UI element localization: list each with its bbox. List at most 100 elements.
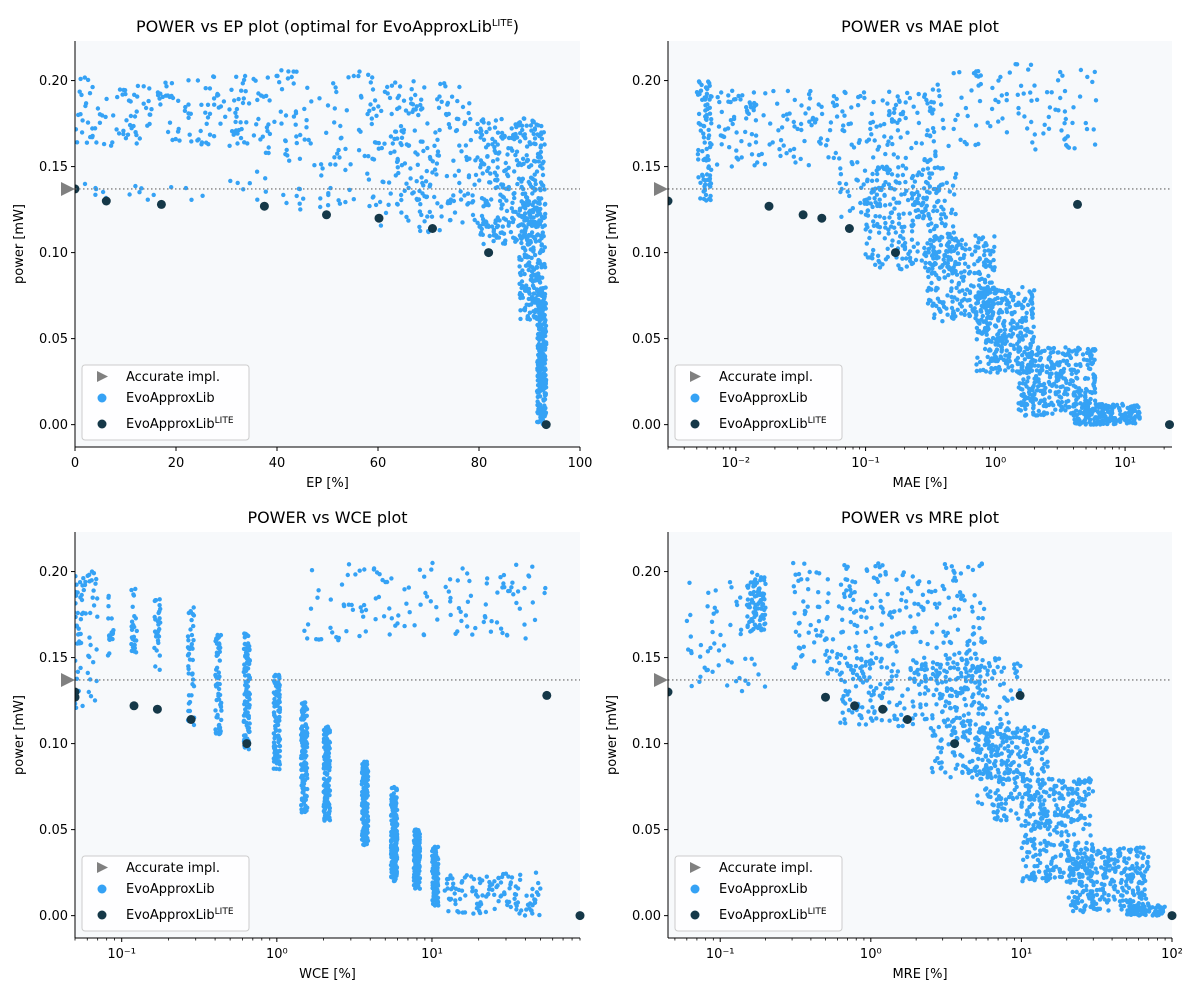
evo-point <box>350 607 356 612</box>
evo-point <box>497 218 502 223</box>
evo-point <box>992 244 997 250</box>
evo-point <box>438 81 443 87</box>
evo-point <box>256 91 261 96</box>
evo-point <box>1056 350 1061 355</box>
evo-point <box>925 241 930 246</box>
evo-point <box>893 179 898 184</box>
evo-point <box>959 304 964 309</box>
evo-point <box>931 238 936 243</box>
evo-point <box>413 871 419 877</box>
evo-point <box>995 339 1000 344</box>
evo-point <box>996 78 1001 83</box>
evo-point <box>539 123 544 129</box>
evo-point <box>1064 358 1070 364</box>
evo-point <box>514 149 520 154</box>
evo-point <box>97 112 103 117</box>
evo-point <box>477 876 482 881</box>
evo-point <box>1074 375 1079 380</box>
evo-point <box>934 208 940 213</box>
evo-point <box>883 180 888 185</box>
evo-point <box>308 606 314 611</box>
evo-point <box>1046 357 1051 362</box>
evo-point <box>315 595 320 600</box>
evo-point <box>927 175 932 181</box>
evo-point <box>974 362 979 367</box>
evo-point <box>989 308 994 314</box>
evo-point <box>370 156 375 161</box>
evo-point <box>434 605 439 610</box>
evo-point <box>1118 419 1123 424</box>
evo-point <box>1097 415 1102 420</box>
evo-point <box>1029 310 1035 315</box>
evo-point <box>851 145 857 150</box>
evo-point <box>990 335 996 341</box>
evo-point <box>277 754 282 759</box>
evo-point <box>1070 378 1076 384</box>
evo-point <box>1044 364 1050 369</box>
evo-point <box>533 870 539 875</box>
evo-point <box>343 199 348 205</box>
evo-point <box>191 605 196 610</box>
evo-point <box>1034 368 1040 373</box>
evo-point <box>886 182 892 187</box>
evo-point <box>540 275 545 280</box>
evo-point <box>913 257 919 263</box>
evo-point <box>704 115 709 120</box>
evo-point <box>526 573 531 578</box>
evo-point <box>941 269 947 274</box>
legend-accurate-label: Accurate impl. <box>719 370 813 385</box>
evo-point <box>984 332 989 337</box>
evo-point <box>492 125 498 130</box>
evo-point <box>406 585 411 590</box>
evo-point <box>1070 120 1075 126</box>
evo-point <box>781 143 786 148</box>
evo-point <box>885 166 890 171</box>
evo-point <box>471 877 477 882</box>
evo-point <box>491 238 496 244</box>
lite-point <box>798 210 808 220</box>
evo-point <box>217 692 223 698</box>
evo-point <box>399 197 404 203</box>
evo-point <box>719 90 724 95</box>
evo-point <box>464 873 469 878</box>
evo-point <box>94 647 99 652</box>
legend-accurate-marker <box>690 371 701 382</box>
evo-point <box>946 272 951 278</box>
evo-point <box>459 880 464 885</box>
evo-point <box>889 172 895 177</box>
evo-point <box>532 617 538 623</box>
evo-point <box>939 212 944 217</box>
evo-point <box>422 574 427 579</box>
evo-point <box>785 117 790 122</box>
evo-point <box>707 173 713 178</box>
evo-point <box>435 617 440 622</box>
evo-point <box>721 134 727 140</box>
evo-point <box>395 136 400 141</box>
evo-point <box>875 165 881 170</box>
lite-point <box>1165 420 1174 430</box>
evo-point <box>788 148 793 153</box>
evo-point <box>82 75 88 80</box>
evo-point <box>446 909 451 914</box>
evo-point <box>1040 383 1045 388</box>
evo-point <box>976 290 981 295</box>
evo-point <box>490 142 495 147</box>
evo-point <box>864 197 869 202</box>
evo-point <box>927 133 933 138</box>
evo-point <box>274 766 279 771</box>
evo-point <box>1066 362 1071 368</box>
evo-point <box>1077 391 1082 396</box>
evo-point <box>393 838 399 843</box>
evo-point <box>389 862 394 868</box>
evo-point <box>751 90 757 95</box>
evo-point <box>266 122 271 127</box>
evo-point <box>951 309 956 314</box>
evo-point <box>855 160 860 165</box>
evo-point <box>951 248 957 253</box>
evo-point <box>985 120 990 125</box>
evo-point <box>353 572 358 577</box>
evo-point <box>188 111 193 117</box>
evo-point <box>475 894 480 899</box>
legend-accurate-marker <box>97 371 108 382</box>
evo-point <box>1083 386 1089 392</box>
